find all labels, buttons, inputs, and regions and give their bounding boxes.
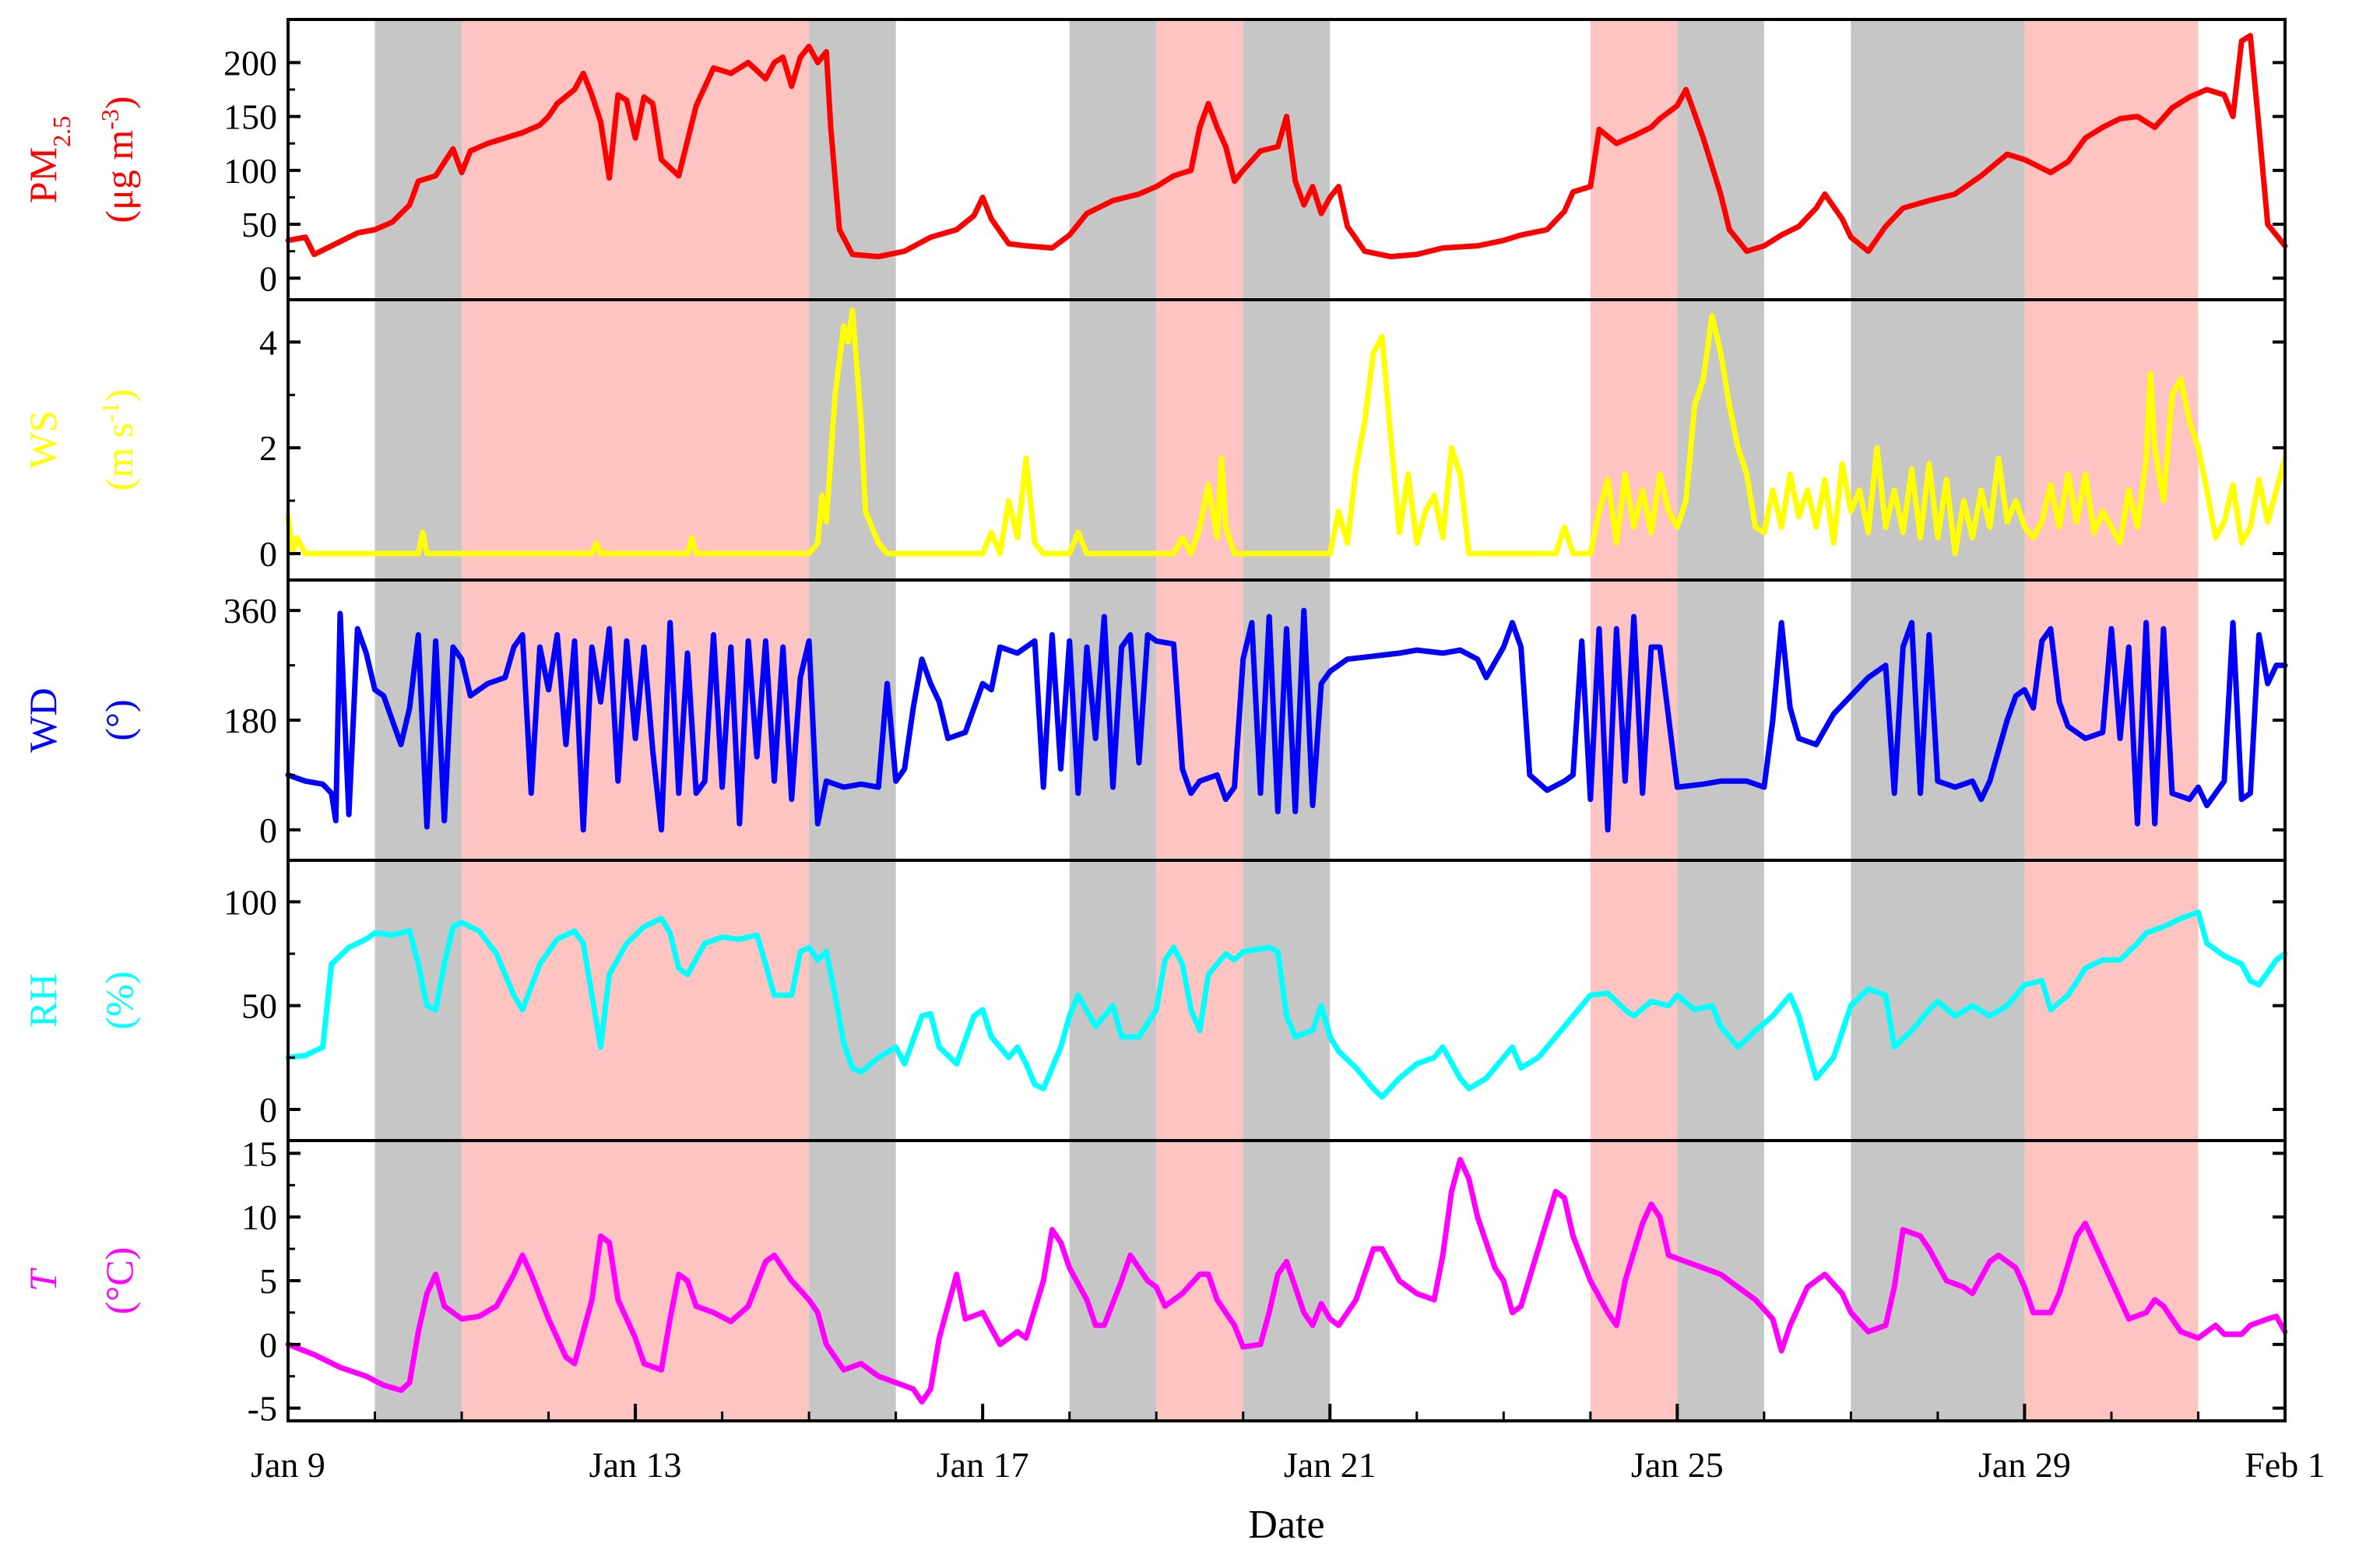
pm25-ytick-label: 100 <box>223 151 277 191</box>
pm25-series-line <box>285 33 2288 260</box>
y-axis-labels-layer: PM2.5 (μg m-3) WS (m s-1) WD (°) RH (%) T (°C) <box>21 96 141 1314</box>
rh-series-line <box>285 909 2288 1100</box>
event-shading-layer <box>374 19 2199 1421</box>
t-ylabel-name: T <box>21 1267 65 1292</box>
pm25-ytick-label: 50 <box>241 205 277 244</box>
xtick-label: Jan 25 <box>1631 1445 1724 1485</box>
t-ytick-label: 0 <box>259 1325 277 1365</box>
shading-band-8 <box>1851 19 2025 1421</box>
t-ytick-label: -5 <box>248 1389 277 1429</box>
rh-ytick-label: 100 <box>223 882 277 922</box>
x-axis-title: Date <box>1248 1503 1324 1547</box>
ws-ytick-label: 0 <box>259 534 277 574</box>
shading-band-7 <box>1677 19 1764 1421</box>
pm25-ytick-label: 0 <box>259 258 277 298</box>
xtick-label: Jan 9 <box>251 1445 325 1485</box>
wd-ytick-label: 360 <box>223 591 277 631</box>
t-series-line <box>285 1157 2288 1405</box>
ws-ytick-label: 4 <box>259 322 277 362</box>
axes-layer: 0 50 100 150 200 0 2 4 0 180 360 0 50 100 -5 0 5 10 15 <box>223 18 2287 1429</box>
ws-ytick-label: 2 <box>259 428 277 468</box>
wd-ylabel-unit: (°) <box>97 699 141 740</box>
rh-ylabel-unit: (%) <box>97 972 141 1030</box>
xtick-label: Jan 13 <box>589 1445 682 1485</box>
t-ytick-label: 10 <box>241 1197 277 1237</box>
ws-series-line <box>285 308 2288 557</box>
pm25-ylabel-name: PM2.5 <box>21 116 76 203</box>
pm25-ytick-label: 200 <box>223 43 277 83</box>
wd-ytick-label: 0 <box>259 810 277 850</box>
xtick-label: Feb 1 <box>2245 1445 2326 1485</box>
shading-band-4 <box>1156 19 1243 1421</box>
xtick-label: Jan 17 <box>937 1445 1029 1485</box>
series-lines-layer <box>285 33 2288 1405</box>
pm25-ylabel-unit: (μg m-3) <box>96 96 141 223</box>
xtick-label: Jan 21 <box>1284 1445 1376 1485</box>
rh-ytick-label: 0 <box>259 1090 277 1130</box>
t-ylabel-unit: (°C) <box>97 1247 141 1315</box>
wd-ytick-label: 180 <box>223 701 277 740</box>
wd-ylabel-name: WD <box>21 687 65 752</box>
ws-ylabel-name: WS <box>21 411 65 469</box>
rh-ylabel-name: RH <box>21 973 65 1027</box>
t-ytick-label: 5 <box>259 1261 277 1301</box>
rh-ytick-label: 50 <box>241 986 277 1026</box>
x-axis-ticks-layer: Jan 9 Jan 13 Jan 17 Jan 21 Jan 25 Jan 29 Feb 1 <box>251 1404 2326 1485</box>
t-ytick-label: 15 <box>241 1134 277 1173</box>
shading-band-9 <box>2024 19 2199 1421</box>
wd-series-line <box>285 607 2288 833</box>
pm25-ytick-label: 150 <box>223 97 277 137</box>
ws-ylabel-unit: (m s-1) <box>96 389 141 491</box>
xtick-label: Jan 29 <box>1978 1445 2071 1485</box>
